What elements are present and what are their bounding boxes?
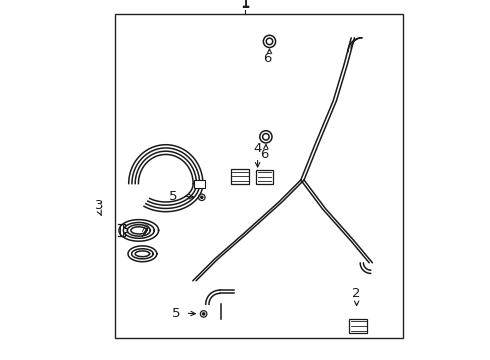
Text: 5: 5 <box>172 307 181 320</box>
Text: 3: 3 <box>95 199 103 212</box>
Circle shape <box>202 313 205 315</box>
Text: 6: 6 <box>264 52 272 65</box>
Bar <box>256 170 273 184</box>
Bar <box>231 169 249 184</box>
Bar <box>116 14 403 338</box>
Text: 1: 1 <box>240 0 250 10</box>
Text: 4: 4 <box>253 142 262 155</box>
Text: 6: 6 <box>260 148 268 161</box>
Bar <box>194 180 205 188</box>
Text: 5: 5 <box>169 190 177 203</box>
Circle shape <box>201 196 203 198</box>
Text: 2: 2 <box>352 287 361 300</box>
Text: 1: 1 <box>240 0 250 11</box>
Bar <box>349 319 368 333</box>
